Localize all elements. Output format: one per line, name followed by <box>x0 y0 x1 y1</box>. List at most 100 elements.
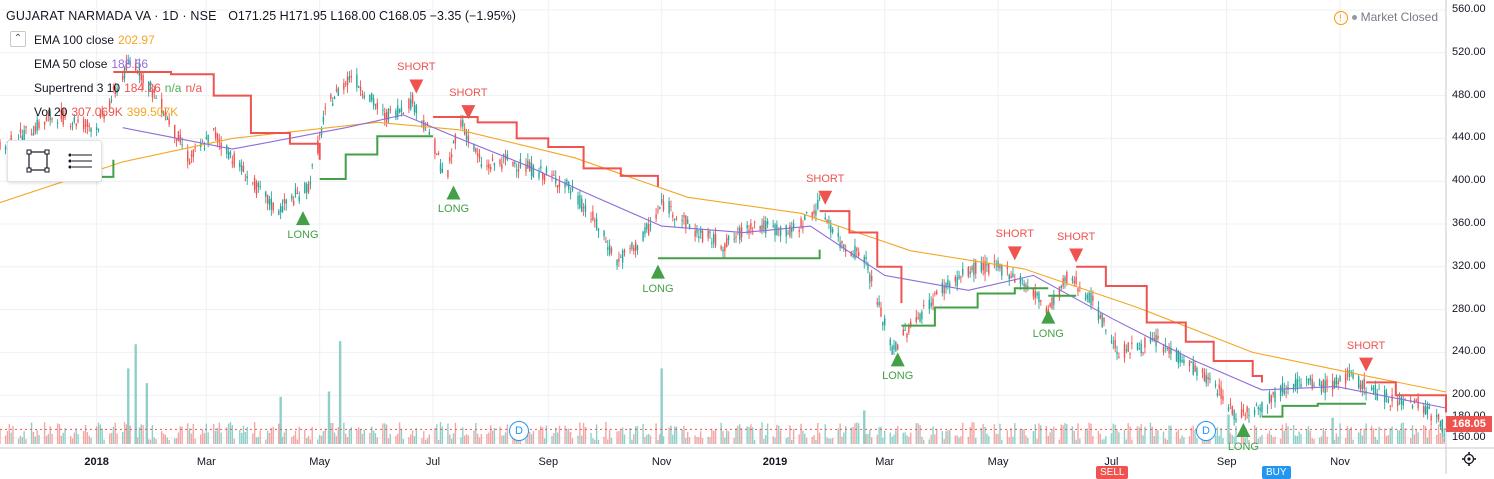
list-lines-icon[interactable] <box>64 147 96 175</box>
volume-bar <box>95 426 98 444</box>
volume-bar <box>1398 430 1401 444</box>
volume-bar <box>1008 437 1010 444</box>
volume-bar <box>134 344 137 444</box>
candle-body <box>1006 265 1009 270</box>
volume-bar <box>1335 433 1338 444</box>
candle-body <box>343 83 345 90</box>
candle-body <box>47 114 50 117</box>
volume-bar <box>36 430 38 444</box>
candle-body <box>1157 335 1159 340</box>
volume-bar <box>161 431 163 444</box>
gear-icon[interactable] <box>1462 452 1476 466</box>
candle-body <box>525 164 527 172</box>
long-arrow-icon <box>890 352 905 367</box>
volume-bar <box>265 439 267 444</box>
volume-bar <box>194 438 196 444</box>
volume-bar <box>672 434 674 444</box>
candle-body <box>824 217 826 220</box>
candle-body <box>1361 381 1364 390</box>
volume-bar <box>1374 436 1377 444</box>
candle-body <box>904 329 906 331</box>
legend-value: 202.97 <box>118 33 155 47</box>
volume-bar <box>752 427 754 444</box>
volume-bar <box>776 424 778 444</box>
candle-body <box>1359 384 1362 390</box>
candle-body <box>811 212 813 219</box>
candle-body <box>936 291 938 294</box>
volume-bar <box>1333 439 1336 444</box>
candle-body <box>1194 365 1196 372</box>
candle-body <box>216 133 219 142</box>
candle-body <box>876 302 878 305</box>
candle-body <box>480 164 483 167</box>
candle-body <box>750 223 752 230</box>
legend-supertrend[interactable]: Supertrend 3 10 184.26 n/a n/a <box>34 81 202 95</box>
volume-bar <box>1049 432 1051 444</box>
candle-body <box>647 224 650 235</box>
candle-body <box>291 195 293 200</box>
volume-bar <box>649 435 652 444</box>
legend-volume[interactable]: Vol 20 307.069K 399.507K <box>34 105 178 119</box>
candle-body <box>1253 409 1256 415</box>
volume-bar <box>566 429 568 444</box>
volume-bar <box>112 426 115 444</box>
legend-ema100[interactable]: EMA 100 close 202.97 <box>34 33 155 47</box>
volume-bar <box>800 423 802 444</box>
candle-body <box>945 283 947 289</box>
volume-bar <box>147 439 150 444</box>
candle-body <box>954 277 957 282</box>
candle-body <box>257 183 260 188</box>
volume-bar <box>145 383 149 444</box>
volume-bar <box>787 437 789 444</box>
volume-bar <box>686 432 689 444</box>
candle-body <box>1259 407 1261 411</box>
volume-bar <box>49 426 51 444</box>
candle-body <box>566 179 568 185</box>
volume-bar <box>233 438 235 444</box>
dividend-marker[interactable]: D <box>509 421 529 441</box>
volume-bar <box>423 431 425 444</box>
volume-bar <box>322 431 325 444</box>
candle-body <box>763 220 765 230</box>
collapse-legend-button[interactable]: ⌃ <box>10 31 26 47</box>
buy-button[interactable]: BUY <box>1262 466 1291 479</box>
volume-bar <box>220 432 222 444</box>
volume-bar <box>655 423 657 444</box>
volume-bar <box>1231 435 1233 444</box>
volume-bar <box>746 426 748 444</box>
candle-body <box>108 100 111 108</box>
volume-bar <box>884 430 886 444</box>
candle-body <box>1058 286 1061 298</box>
volume-bar <box>153 437 155 444</box>
chart-header: GUJARAT NARMADA VA · 1D · NSE O171.25 H1… <box>6 9 516 23</box>
volume-bar <box>737 425 739 444</box>
volume-bar <box>1309 430 1312 444</box>
warning-icon[interactable]: ! <box>1333 11 1348 25</box>
volume-bar <box>932 426 934 444</box>
candle-body <box>69 126 72 128</box>
rectangle-select-icon[interactable] <box>22 147 54 175</box>
candle-body <box>452 141 455 143</box>
long-arrow-icon <box>446 185 461 200</box>
price-change: −3.35 (−1.95%) <box>429 9 516 23</box>
volume-bar <box>865 433 867 444</box>
candle-body <box>1071 278 1074 281</box>
volume-bar <box>138 427 141 444</box>
volume-bar <box>266 430 269 444</box>
volume-bar <box>1248 439 1250 444</box>
short-arrow-icon <box>818 190 833 205</box>
volume-bar <box>779 430 782 444</box>
volume-bar <box>1313 439 1315 444</box>
legend-ema50[interactable]: EMA 50 close 188.56 <box>34 57 148 71</box>
volume-bar <box>75 428 77 444</box>
symbol-title[interactable]: GUJARAT NARMADA VA · 1D · NSE <box>6 9 217 23</box>
dividend-marker[interactable]: D <box>1196 421 1216 441</box>
supertrend-up-line <box>1262 402 1367 418</box>
candle-body <box>1036 292 1038 296</box>
volume-bar <box>988 435 990 444</box>
candle-body <box>1127 342 1129 352</box>
sell-button[interactable]: SELL <box>1096 466 1129 479</box>
volume-bar <box>857 423 860 444</box>
candle-body <box>161 98 163 114</box>
